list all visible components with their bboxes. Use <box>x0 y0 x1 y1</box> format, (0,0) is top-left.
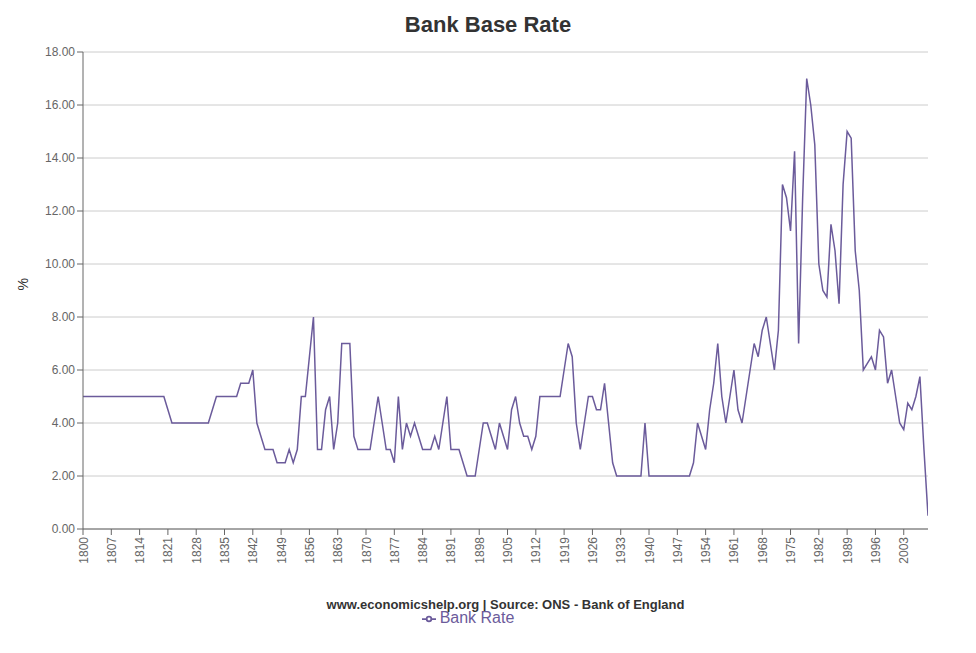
svg-text:www.economicshelp.org | Source: www.economicshelp.org | Source: ONS - Ba… <box>326 597 685 612</box>
svg-text:1863: 1863 <box>331 537 345 564</box>
svg-text:6.00: 6.00 <box>52 363 76 377</box>
svg-text:1996: 1996 <box>869 537 883 564</box>
svg-text:2.00: 2.00 <box>52 469 76 483</box>
svg-text:1828: 1828 <box>190 537 204 564</box>
svg-text:12.00: 12.00 <box>45 204 75 218</box>
svg-text:1961: 1961 <box>727 537 741 564</box>
svg-text:1877: 1877 <box>388 537 402 564</box>
svg-text:1926: 1926 <box>586 537 600 564</box>
svg-text:1870: 1870 <box>360 537 374 564</box>
svg-text:1884: 1884 <box>416 537 430 564</box>
svg-text:1814: 1814 <box>133 537 147 564</box>
svg-text:1842: 1842 <box>246 537 260 564</box>
svg-text:4.00: 4.00 <box>52 416 76 430</box>
svg-text:2003: 2003 <box>897 537 911 564</box>
svg-text:1835: 1835 <box>218 537 232 564</box>
svg-text:1891: 1891 <box>444 537 458 564</box>
svg-text:1933: 1933 <box>614 537 628 564</box>
svg-text:1919: 1919 <box>558 537 572 564</box>
svg-text:1821: 1821 <box>161 537 175 564</box>
svg-text:1989: 1989 <box>841 537 855 564</box>
svg-text:14.00: 14.00 <box>45 151 75 165</box>
svg-text:1954: 1954 <box>699 537 713 564</box>
html-text:Bank Base Rate: Bank Base Rate <box>404 12 572 37</box>
svg-text:1898: 1898 <box>473 537 487 564</box>
svg-text:8.00: 8.00 <box>52 310 76 324</box>
svg-text:1912: 1912 <box>529 537 543 564</box>
svg-text:1982: 1982 <box>812 537 826 564</box>
svg-text:10.00: 10.00 <box>45 257 75 271</box>
svg-text:1807: 1807 <box>105 537 119 564</box>
svg-text:1856: 1856 <box>303 537 317 564</box>
svg-text:1968: 1968 <box>756 537 770 564</box>
svg-text:1905: 1905 <box>501 537 515 564</box>
svg-text:1940: 1940 <box>643 537 657 564</box>
svg-text:1947: 1947 <box>671 537 685 564</box>
svg-text:1975: 1975 <box>784 537 798 564</box>
svg-text:%: % <box>15 278 31 290</box>
svg-text:16.00: 16.00 <box>45 98 75 112</box>
html-text:Bank Rate: Bank Rate <box>439 609 515 626</box>
svg-text:1849: 1849 <box>275 537 289 564</box>
svg-text:1800: 1800 <box>77 537 91 564</box>
svg-text:18.00: 18.00 <box>45 45 75 59</box>
svg-text:0.00: 0.00 <box>52 522 76 536</box>
